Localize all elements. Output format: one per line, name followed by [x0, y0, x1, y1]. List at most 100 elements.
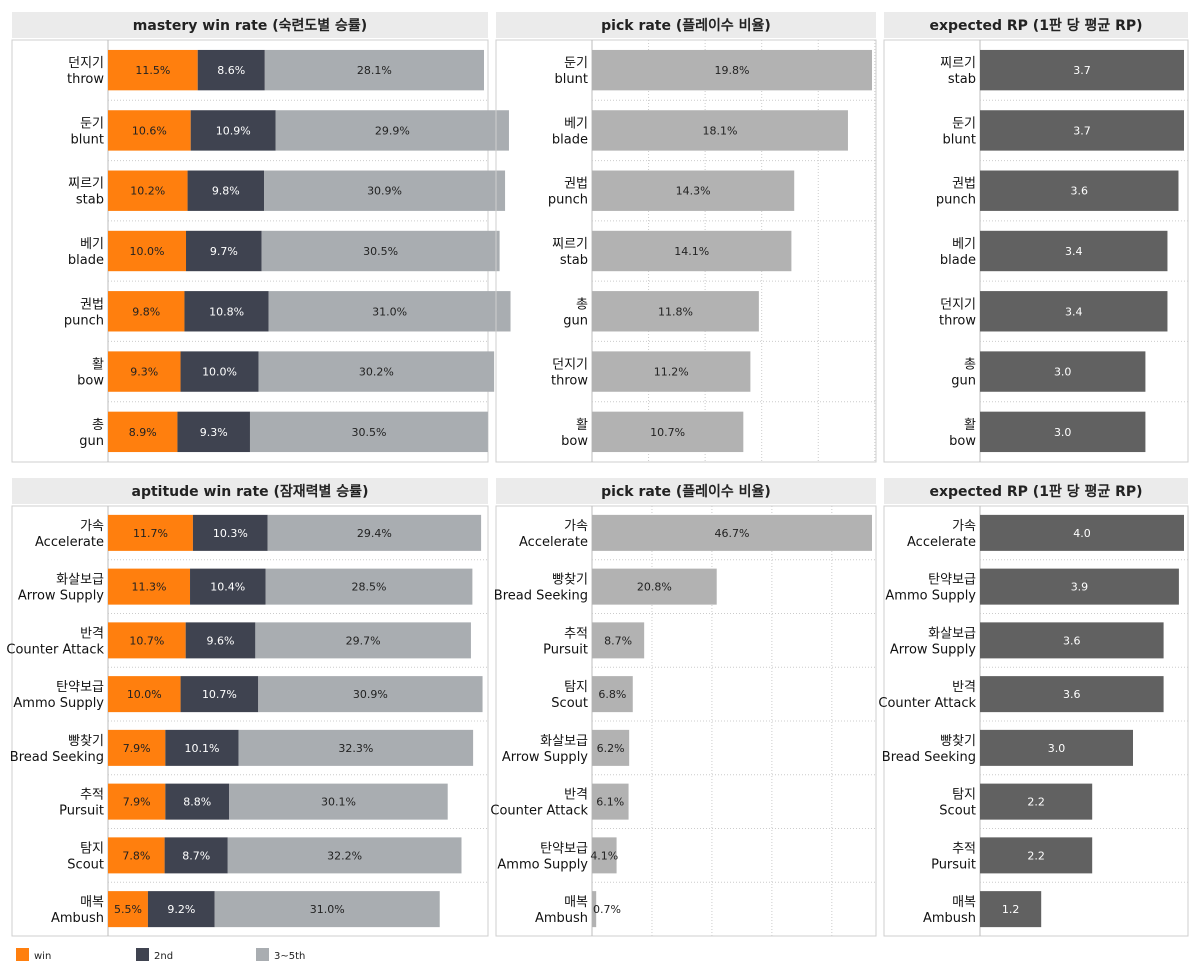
- category-label-ko: 탄약보급: [928, 573, 976, 588]
- bar: [592, 676, 633, 713]
- category-label-ko: 던지기: [68, 56, 104, 71]
- data-label: 3.4: [1065, 245, 1083, 258]
- category-label-ko: 탄약보급: [56, 680, 104, 695]
- data-label: 28.1%: [357, 64, 392, 77]
- bar-segment: [258, 351, 495, 392]
- data-label: 29.9%: [375, 124, 410, 137]
- category-label-en: blade: [940, 253, 976, 268]
- data-label: 11.5%: [135, 64, 170, 77]
- category-label-en: Ammo Supply: [497, 857, 588, 872]
- data-label: 7.9%: [123, 796, 151, 809]
- legend: win 2nd 3~5th: [16, 946, 416, 964]
- category-label-ko: 활: [576, 418, 588, 433]
- chart-title-band: [884, 12, 1188, 38]
- category-label-en: punch: [548, 193, 588, 208]
- data-label: 10.1%: [185, 742, 220, 755]
- data-label: 0.7%: [593, 903, 621, 916]
- category-label-ko: 반격: [80, 626, 104, 641]
- category-label-ko: 찌르기: [940, 56, 976, 71]
- data-label: 2.2: [1027, 796, 1045, 809]
- bar: [592, 351, 751, 392]
- category-label-en: stab: [948, 72, 976, 87]
- data-label: 6.8%: [598, 688, 626, 701]
- bar: [980, 729, 1133, 766]
- data-label: 32.2%: [327, 849, 362, 862]
- data-label: 3.9: [1071, 581, 1089, 594]
- data-label: 5.5%: [114, 903, 142, 916]
- data-label: 9.8%: [132, 305, 160, 318]
- bar-segment: [227, 837, 462, 874]
- category-label-en: stab: [76, 193, 104, 208]
- category-label-en: blunt: [555, 72, 588, 87]
- chart-frame: [11, 505, 489, 937]
- data-label: 10.2%: [130, 185, 165, 198]
- data-label: 6.2%: [597, 742, 625, 755]
- data-label: 29.7%: [346, 634, 381, 647]
- data-label: 3.4: [1065, 305, 1083, 318]
- data-label: 7.9%: [123, 742, 151, 755]
- bar-segment: [108, 514, 193, 551]
- category-label-en: blunt: [71, 132, 104, 147]
- bar: [980, 49, 1184, 91]
- category-label-ko: 권법: [80, 297, 104, 312]
- bar: [980, 291, 1168, 332]
- chart-title-band: [884, 478, 1188, 504]
- data-label: 6.1%: [596, 796, 624, 809]
- bar: [592, 411, 744, 453]
- bar: [980, 837, 1093, 874]
- bar-segment: [197, 49, 265, 91]
- bar-segment: [185, 622, 256, 659]
- chart-title-band: [12, 12, 488, 38]
- category-label-en: Ambush: [535, 911, 588, 926]
- data-label: 30.2%: [359, 366, 394, 379]
- data-label: 3.0: [1054, 366, 1072, 379]
- bar-segment: [108, 170, 188, 211]
- chart-title-band: [12, 478, 488, 504]
- bar-segment: [147, 891, 215, 928]
- category-label-ko: 화살보급: [928, 626, 976, 641]
- category-label-ko: 베기: [952, 237, 976, 252]
- category-label-en: blade: [552, 132, 588, 147]
- data-label: 31.0%: [310, 903, 345, 916]
- category-label-en: bow: [949, 434, 976, 449]
- data-label: 30.5%: [351, 426, 386, 439]
- data-label: 10.0%: [130, 245, 165, 258]
- data-label: 9.3%: [200, 426, 228, 439]
- category-label-en: blunt: [943, 132, 976, 147]
- category-label-ko: 찌르기: [68, 177, 104, 192]
- data-label: 28.5%: [351, 581, 386, 594]
- data-label: 4.0: [1073, 527, 1091, 540]
- data-label: 3.6: [1070, 185, 1088, 198]
- data-label: 8.7%: [182, 849, 210, 862]
- legend-swatch-win: [16, 948, 29, 961]
- category-label-ko: 화살보급: [56, 573, 104, 588]
- bar-segment: [229, 783, 448, 820]
- bar-segment: [265, 568, 473, 605]
- category-label-en: Bread Seeking: [10, 750, 104, 765]
- bar-segment: [108, 49, 198, 91]
- category-label-en: Accelerate: [519, 535, 588, 550]
- bar: [980, 170, 1179, 211]
- data-label: 3.6: [1063, 688, 1081, 701]
- category-label-ko: 베기: [564, 116, 588, 131]
- data-label: 10.7%: [129, 634, 164, 647]
- category-label-en: Scout: [939, 804, 976, 819]
- category-label-en: bow: [561, 434, 588, 449]
- data-label: 30.9%: [367, 185, 402, 198]
- data-label: 30.5%: [363, 245, 398, 258]
- bar: [592, 291, 759, 332]
- category-label-ko: 던지기: [552, 358, 588, 373]
- chart-frame: [495, 39, 877, 463]
- bar: [980, 622, 1164, 659]
- category-label-ko: 권법: [564, 177, 588, 192]
- bar: [980, 230, 1168, 272]
- data-label: 4.1%: [590, 849, 618, 862]
- chart-title: mastery win rate (숙련도별 승률): [133, 17, 367, 34]
- data-label: 18.1%: [703, 124, 738, 137]
- category-label-ko: 탐지: [564, 680, 588, 695]
- category-label-en: Ammo Supply: [13, 696, 104, 711]
- category-label-en: Accelerate: [907, 535, 976, 550]
- category-label-ko: 화살보급: [540, 734, 588, 749]
